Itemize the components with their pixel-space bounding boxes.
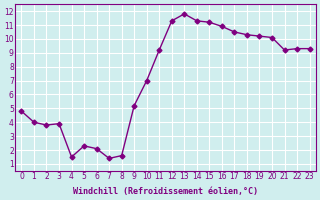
X-axis label: Windchill (Refroidissement éolien,°C): Windchill (Refroidissement éolien,°C) [73,187,258,196]
